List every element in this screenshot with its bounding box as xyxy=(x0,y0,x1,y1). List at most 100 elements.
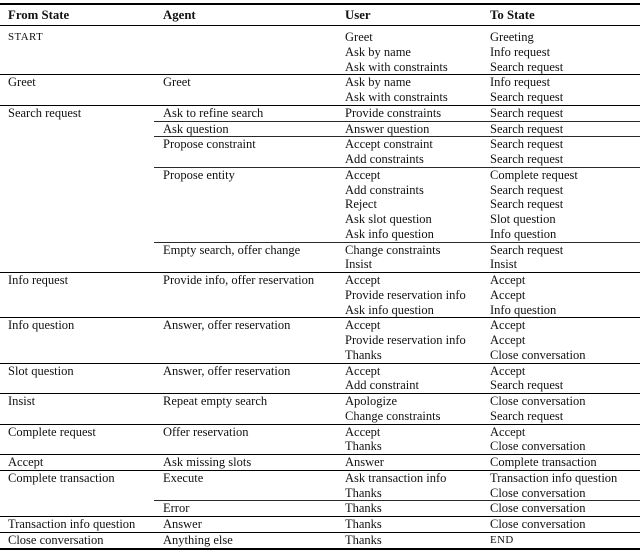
cell-to-state: Close conversation xyxy=(490,394,586,408)
cell-agent: Ask missing slots xyxy=(163,455,252,469)
cell-agent xyxy=(163,212,345,227)
cell-from-state: Greet xyxy=(8,75,36,90)
table-row: Transaction info question Answer Thanks Clo… xyxy=(0,517,640,532)
group-separator-rule xyxy=(154,241,640,243)
table-row: Provide reservation info Accept xyxy=(0,333,640,348)
cell-agent: Repeat empty search xyxy=(163,394,268,408)
cell-to-state: Complete transaction xyxy=(490,455,597,469)
cell-to-state: Close conversation xyxy=(490,439,586,454)
table-row: Info request Provide info, offer reservat… xyxy=(0,273,640,288)
group-separator-rule xyxy=(154,166,640,168)
table-row: Greet Greet Ask by name Info request xyxy=(0,75,640,90)
cell-from-state xyxy=(0,197,163,212)
cell-to-state: Search request xyxy=(490,182,564,197)
table-section: START Greet Greeting Ask by name Info reques… xyxy=(0,26,640,74)
cell-agent xyxy=(163,197,345,212)
cell-from-state: Info request xyxy=(8,273,69,287)
cell-from-state xyxy=(0,212,163,227)
cell-to-state: Search request xyxy=(490,378,564,393)
cell-agent xyxy=(163,183,345,198)
table-row: Accept Ask missing slots Answer Complete tr… xyxy=(0,455,640,470)
cell-agent: Propose constraint xyxy=(163,137,256,152)
table-row: Search request Ask to refine search Provid… xyxy=(0,106,640,121)
cell-to-state: Close conversation xyxy=(490,347,586,362)
cell-to-state: Complete request xyxy=(490,167,578,182)
table-row: Ask info question Info question xyxy=(0,227,640,242)
cell-user: Thanks xyxy=(345,347,382,362)
table-row: Reject Search request xyxy=(0,197,640,212)
cell-user: Provide reservation info xyxy=(345,287,466,302)
cell-user: Accept xyxy=(345,318,381,333)
cell-agent: Answer xyxy=(163,517,202,531)
cell-agent: Answer, offer reservation xyxy=(163,318,291,333)
table-section: Info request Provide info, offer reservat… xyxy=(0,272,640,317)
cell-user: Ask with constraints xyxy=(345,90,448,104)
cell-user: Change constraints xyxy=(345,408,441,423)
cell-to-state: Search request xyxy=(490,59,564,74)
cell-to-state: Insist xyxy=(490,257,518,272)
cell-from-state xyxy=(0,333,163,348)
table-section: Greet Greet Ask by name Info request Ask wit… xyxy=(0,74,640,105)
group-separator-rule xyxy=(154,136,640,138)
cell-from-state xyxy=(0,152,163,167)
table-row: Slot question Answer, offer reservation Ac… xyxy=(0,364,640,379)
cell-agent: Error xyxy=(163,501,190,516)
cell-to-state: Transaction info question xyxy=(490,470,618,485)
cell-to-state: Search request xyxy=(490,121,564,136)
table-row: Ask with constraints Search request xyxy=(0,90,640,105)
table-section: Complete request Offer reservation Accept A… xyxy=(0,423,640,455)
table-row: Add constraint Search request xyxy=(0,378,640,393)
cell-from-state: Info question xyxy=(8,318,75,333)
cell-agent xyxy=(163,348,345,363)
table-section: Slot question Answer, offer reservation Ac… xyxy=(0,362,640,394)
cell-to-state: Info request xyxy=(490,75,551,90)
cell-from-state xyxy=(0,439,163,454)
cell-user: Thanks xyxy=(345,501,382,516)
cell-to-state: Close conversation xyxy=(490,485,586,500)
table-row: Propose constraint Accept constraint Searc… xyxy=(0,137,640,152)
cell-user: Ask by name xyxy=(345,75,411,90)
table-section: Complete transaction Execute Ask transacti… xyxy=(0,469,640,516)
table-row: Thanks Close conversation xyxy=(0,439,640,454)
cell-agent: Anything else xyxy=(163,532,233,547)
cell-to-state: Search request xyxy=(490,152,564,166)
table-row: Info question Answer, offer reservation Ac… xyxy=(0,318,640,333)
cell-to-state: Info question xyxy=(490,302,557,317)
cell-user: Provide constraints xyxy=(345,105,442,120)
cell-user: Ask transaction info xyxy=(345,470,447,485)
cell-from-state xyxy=(0,183,163,198)
table-row: Ask with constraints Search request xyxy=(0,60,640,75)
cell-from-state: Search request xyxy=(8,105,82,120)
table-row: Complete transaction Execute Ask transacti… xyxy=(0,471,640,486)
cell-to-state: END xyxy=(490,533,514,546)
cell-from-state: Insist xyxy=(8,394,36,408)
cell-user: Change constraints xyxy=(345,242,441,257)
table-section: Insist Repeat empty search Apologize Close … xyxy=(0,393,640,424)
cell-user: Reject xyxy=(345,197,377,212)
cell-from-state: Close conversation xyxy=(8,532,104,547)
cell-to-state: Accept xyxy=(490,424,526,439)
cell-agent xyxy=(163,486,345,501)
cell-from-state: START xyxy=(8,31,44,43)
cell-from-state xyxy=(0,137,163,152)
cell-user: Answer question xyxy=(345,121,430,136)
cell-agent: Answer, offer reservation xyxy=(163,363,291,378)
cell-to-state: Accept xyxy=(490,363,526,378)
table-row: Provide reservation info Accept xyxy=(0,288,640,303)
cell-user: Accept xyxy=(345,167,381,182)
cell-from-state: Slot question xyxy=(8,363,74,378)
group-separator-rule xyxy=(154,500,640,502)
cell-user: Thanks xyxy=(345,439,382,454)
cell-from-state xyxy=(0,122,163,137)
cell-user: Ask with constraints xyxy=(345,59,448,74)
cell-agent xyxy=(163,378,345,393)
cell-to-state: Search request xyxy=(490,408,564,423)
cell-user: Thanks xyxy=(345,485,382,500)
cell-from-state xyxy=(0,409,163,424)
cell-to-state: Search request xyxy=(490,242,564,257)
cell-from-state xyxy=(0,288,163,303)
cell-agent xyxy=(163,227,345,242)
cell-agent xyxy=(163,152,345,167)
table-body: START Greet Greeting Ask by name Info reques… xyxy=(0,26,640,548)
table-row: Add constraints Search request xyxy=(0,183,640,198)
